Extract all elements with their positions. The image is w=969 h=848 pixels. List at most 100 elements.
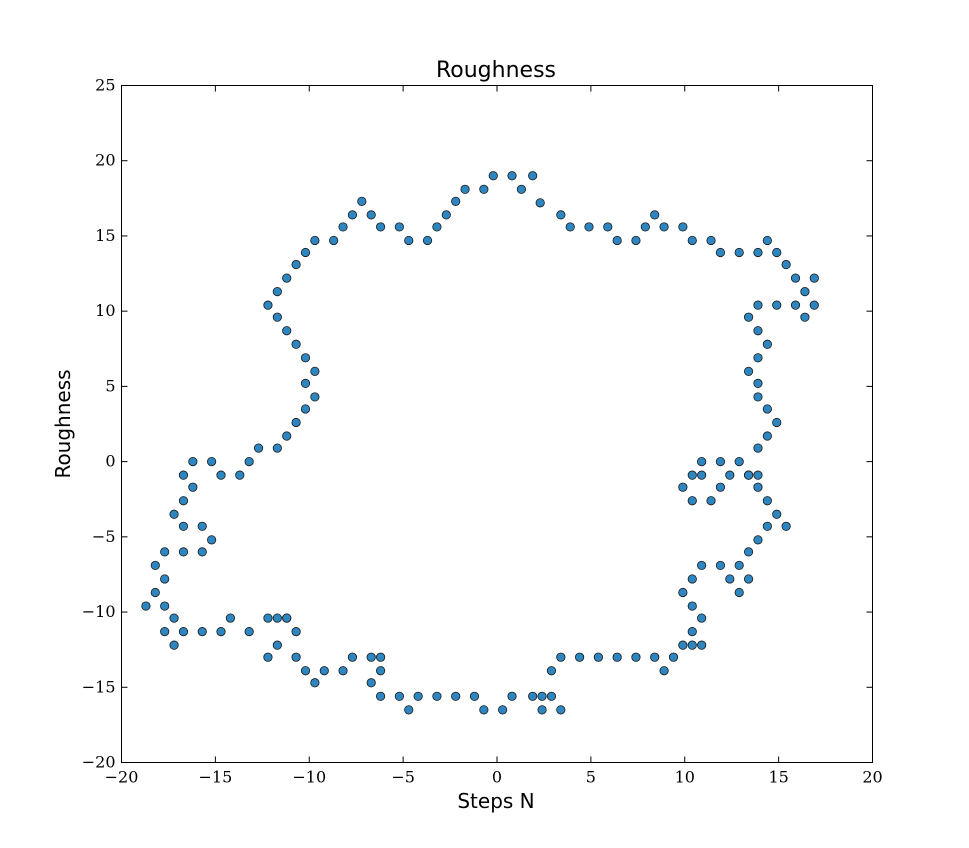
- data-point: [291, 339, 301, 349]
- data-point: [263, 652, 273, 662]
- data-point: [697, 560, 707, 571]
- data-point: [790, 300, 801, 310]
- data-point: [687, 627, 697, 637]
- data-point: [197, 547, 207, 557]
- data-point: [300, 378, 311, 388]
- data-point: [743, 574, 754, 584]
- data-point: [310, 235, 320, 246]
- data-point: [282, 326, 292, 336]
- data-point: [366, 678, 376, 688]
- data-point: [546, 666, 557, 676]
- data-point: [762, 521, 772, 531]
- data-point: [338, 222, 348, 232]
- data-point: [244, 457, 254, 467]
- y-tick-label: −10: [82, 602, 116, 621]
- data-point: [762, 339, 772, 349]
- data-point: [715, 482, 726, 492]
- data-point: [697, 470, 707, 480]
- y-tick-label: 20: [95, 151, 115, 170]
- y-tick-label: 5: [105, 376, 115, 395]
- data-point: [207, 457, 217, 467]
- data-point: [291, 417, 301, 428]
- data-point: [603, 222, 613, 232]
- data-point: [282, 431, 292, 441]
- data-point: [753, 326, 763, 336]
- data-point: [366, 210, 376, 220]
- data-point: [310, 366, 320, 376]
- data-point: [150, 560, 160, 571]
- data-point: [528, 171, 538, 181]
- x-tick-label: 20: [862, 768, 882, 787]
- data-point: [772, 247, 782, 258]
- data-point: [375, 222, 386, 232]
- data-point: [753, 443, 763, 453]
- data-point: [197, 521, 207, 531]
- data-point: [528, 691, 538, 701]
- data-point: [697, 640, 707, 650]
- data-point: [697, 613, 707, 623]
- x-tick-label: −10: [292, 768, 326, 787]
- data-point: [300, 666, 311, 676]
- data-point: [687, 496, 697, 506]
- data-point: [310, 678, 320, 688]
- data-point: [725, 470, 735, 480]
- data-point: [272, 312, 282, 322]
- data-point: [678, 587, 688, 598]
- data-point: [762, 496, 772, 506]
- data-point: [687, 574, 697, 584]
- data-point: [753, 392, 763, 402]
- data-point: [310, 392, 320, 402]
- data-point: [272, 613, 282, 623]
- data-point: [291, 627, 301, 637]
- data-point: [338, 666, 348, 676]
- data-point: [678, 640, 688, 650]
- data-point: [291, 652, 301, 662]
- data-point: [188, 482, 198, 492]
- data-point: [347, 210, 358, 220]
- data-point: [546, 691, 557, 701]
- data-point: [366, 652, 376, 662]
- y-tick-label: −20: [82, 753, 116, 772]
- data-point: [612, 235, 622, 246]
- data-point: [631, 235, 641, 246]
- data-point: [375, 691, 386, 701]
- data-point: [329, 235, 339, 246]
- x-tick-label: −15: [198, 768, 232, 787]
- data-point: [291, 259, 301, 270]
- data-point: [753, 247, 763, 258]
- data-point: [282, 273, 292, 283]
- data-point: [441, 210, 451, 220]
- data-point: [593, 652, 603, 662]
- data-point: [650, 210, 660, 220]
- data-point: [141, 601, 151, 611]
- data-point: [178, 547, 189, 557]
- data-point: [282, 613, 292, 623]
- data-point: [753, 535, 763, 545]
- data-point: [687, 235, 697, 246]
- data-point: [762, 235, 772, 246]
- data-point: [734, 247, 744, 258]
- data-point: [235, 470, 245, 480]
- data-point: [160, 627, 170, 637]
- data-point: [150, 587, 160, 598]
- data-point: [300, 404, 311, 414]
- data-point: [556, 210, 566, 220]
- data-point: [216, 627, 226, 637]
- data-point: [244, 627, 254, 637]
- data-point: [753, 482, 763, 492]
- data-point: [169, 613, 179, 623]
- data-point: [715, 560, 726, 571]
- data-point: [565, 222, 575, 232]
- data-point: [516, 184, 527, 194]
- data-point: [507, 171, 517, 181]
- data-point: [451, 691, 461, 701]
- data-point: [743, 366, 754, 376]
- data-point: [772, 509, 782, 519]
- data-point: [743, 470, 754, 480]
- data-point: [781, 521, 791, 531]
- data-point: [469, 691, 480, 701]
- data-point: [753, 470, 763, 480]
- data-point: [687, 640, 697, 650]
- data-point: [584, 222, 594, 232]
- data-point: [631, 652, 641, 662]
